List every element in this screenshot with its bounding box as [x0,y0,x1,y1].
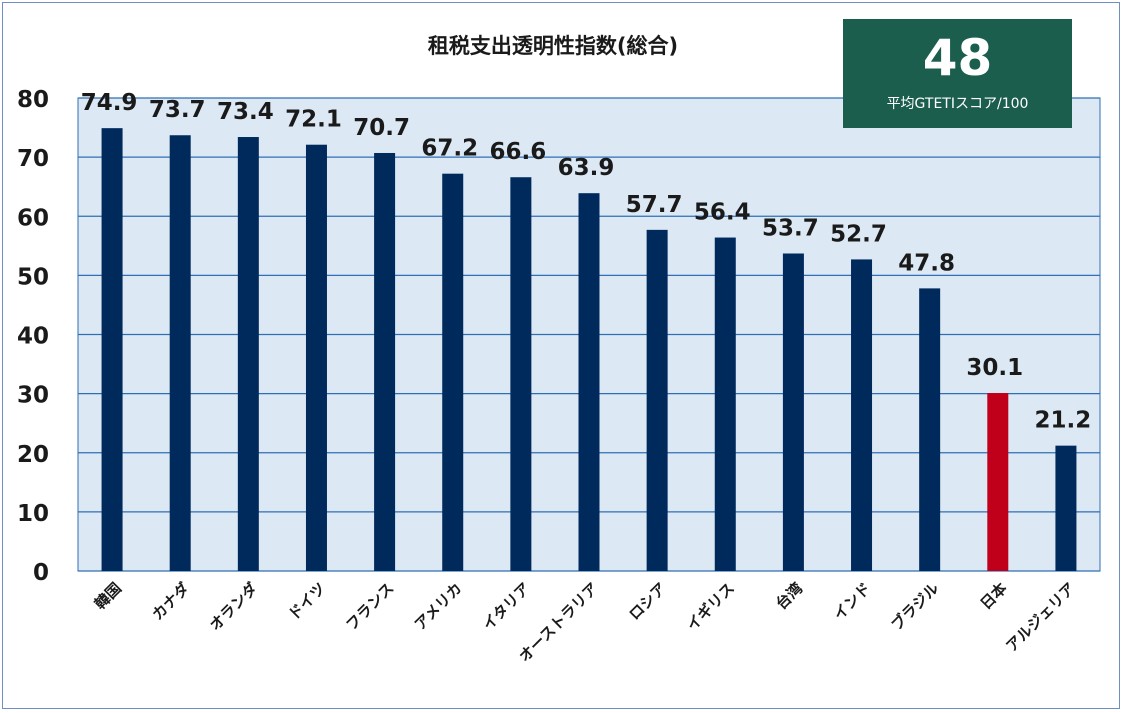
y-tick-label: 80 [17,87,49,113]
bar [305,144,327,572]
x-tick-label: イギリス [683,579,738,634]
x-tick-label: カナダ [148,579,193,624]
y-tick-label: 60 [17,205,49,231]
x-tick-label: 日本 [977,579,1011,613]
x-tick-label: アメリカ [411,579,466,634]
data-label: 63.9 [558,155,615,181]
x-tick-label: 韓国 [91,579,125,613]
y-tick-label: 0 [33,560,49,586]
bar [851,259,873,571]
bar [714,237,736,571]
data-label: 73.7 [149,97,206,123]
data-label: 72.1 [285,107,342,133]
bar [1055,445,1077,571]
data-label: 30.1 [966,355,1023,381]
bar [237,137,259,571]
data-label: 70.7 [353,115,410,141]
bar [578,193,600,571]
bar [510,177,532,572]
data-label: 21.2 [1035,408,1092,434]
average-score-label: 平均GTETIスコア/100 [886,96,1029,112]
data-label: 74.9 [81,90,138,116]
x-tick-label: ロシア [625,579,670,624]
x-tick-label: オランダ [206,579,261,634]
data-label: 47.8 [898,250,955,276]
average-score-value: 48 [922,29,993,87]
average-score-box: 48 平均GTETIスコア/100 [843,19,1072,128]
data-label: 52.7 [830,221,887,247]
x-tick-label: ドイツ [285,579,330,624]
bar [987,393,1009,571]
chart-title: 租税支出透明性指数(総合) [428,34,678,58]
bar-chart: 租税支出透明性指数(総合) 0 10 20 30 40 50 60 70 80 74.9 韓国 73.… [17,34,1101,666]
y-tick-label: 50 [17,264,49,290]
y-tick-label: 70 [17,146,49,172]
data-label: 67.2 [421,136,478,162]
bar [782,253,804,571]
x-tick-label: アルジェリア [1002,579,1078,655]
y-tick-label: 40 [17,324,49,350]
y-tick-label: 10 [17,501,49,527]
x-tick-label: ブラジル [888,579,943,634]
x-tick-label: インド [830,579,875,624]
bar [101,128,123,571]
data-label: 73.4 [217,99,274,125]
x-tick-label: フランス [342,579,397,634]
data-label: 66.6 [489,139,546,165]
y-tick-label: 30 [17,383,49,409]
bar [646,229,668,571]
bar [374,152,396,571]
x-tick-label: 台湾 [772,579,806,613]
y-tick-label: 20 [17,442,49,468]
bar [169,135,191,571]
data-label: 56.4 [694,200,751,226]
data-label: 53.7 [762,215,819,241]
bar [919,288,941,571]
x-tick-label: イタリア [479,579,534,634]
data-label: 57.7 [626,192,683,218]
bar [442,173,464,571]
